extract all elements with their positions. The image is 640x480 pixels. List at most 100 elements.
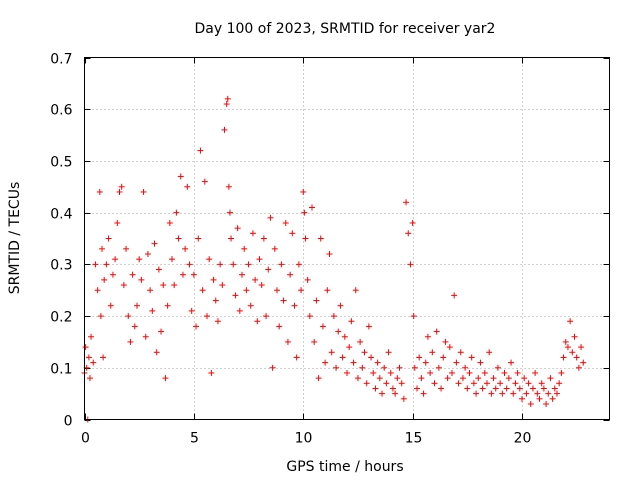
data-point <box>271 245 278 252</box>
data-point <box>226 209 233 216</box>
data-point <box>224 95 231 102</box>
data-point <box>455 380 462 387</box>
data-point <box>289 230 296 237</box>
data-point <box>410 313 417 320</box>
tick-labels: 0 0.1 0.2 0.3 0.4 0.5 0.6 0.7 0 5 10 15 20 <box>50 52 531 447</box>
data-point <box>466 369 473 376</box>
data-point <box>440 354 447 361</box>
data-point <box>302 235 309 242</box>
data-point <box>549 395 556 402</box>
data-point <box>497 380 504 387</box>
data-point <box>129 271 136 278</box>
data-point <box>414 385 420 392</box>
x-tick-label: 15 <box>405 431 423 447</box>
data-point <box>545 390 552 397</box>
data-point <box>400 395 407 402</box>
data-point <box>372 385 379 392</box>
data-point <box>451 292 458 299</box>
data-point <box>103 261 110 268</box>
data-point <box>365 323 372 330</box>
data-point <box>344 369 350 376</box>
data-point <box>337 302 344 309</box>
data-point <box>249 230 256 237</box>
data-point <box>319 323 326 330</box>
data-point <box>464 385 471 392</box>
data-point <box>494 364 501 371</box>
grid-lines <box>84 57 610 420</box>
data-point <box>208 369 215 376</box>
data-point <box>247 302 254 309</box>
data-point <box>245 261 252 268</box>
data-point <box>287 271 294 278</box>
data-point <box>527 400 534 407</box>
data-point <box>232 292 239 299</box>
data-point <box>265 266 272 273</box>
data-point <box>186 261 193 268</box>
data-point <box>556 380 563 387</box>
data-point <box>361 349 368 356</box>
data-point <box>379 390 385 397</box>
data-point <box>490 375 497 382</box>
data-point <box>182 245 189 252</box>
data-point <box>416 354 423 361</box>
data-point <box>188 307 195 314</box>
data-point <box>333 364 340 371</box>
data-point <box>175 235 182 242</box>
data-point <box>101 276 108 283</box>
data-point <box>346 344 353 351</box>
data-point <box>86 375 93 382</box>
data-point <box>352 287 359 294</box>
data-point <box>341 333 348 340</box>
data-point <box>350 359 357 366</box>
data-point <box>239 271 245 278</box>
x-tick-label: 0 <box>81 431 90 447</box>
data-point <box>411 364 418 371</box>
data-point <box>92 261 99 268</box>
data-point <box>383 380 390 387</box>
data-points <box>81 95 587 423</box>
data-point <box>580 359 587 366</box>
data-point <box>313 297 320 304</box>
data-point <box>214 318 221 325</box>
data-point <box>363 380 370 387</box>
data-point <box>274 287 280 294</box>
data-point <box>536 395 543 402</box>
data-point <box>230 261 237 268</box>
y-tick-label: 0.6 <box>50 103 72 119</box>
data-point <box>324 287 331 294</box>
data-point <box>543 400 550 407</box>
data-point <box>306 313 313 320</box>
y-tick-label: 0.5 <box>50 155 72 171</box>
data-point <box>295 261 302 268</box>
data-point <box>109 271 116 278</box>
data-point <box>228 235 235 242</box>
data-point <box>394 375 401 382</box>
data-point <box>258 282 265 289</box>
data-point <box>195 235 202 242</box>
data-point <box>359 364 366 371</box>
data-point <box>234 225 241 232</box>
data-point <box>578 344 585 351</box>
data-point <box>184 183 191 190</box>
data-point <box>169 256 175 263</box>
data-point <box>105 235 112 242</box>
data-point <box>571 333 578 340</box>
data-point <box>90 359 97 366</box>
data-point <box>473 390 480 397</box>
data-point <box>284 338 291 345</box>
data-point <box>158 328 165 335</box>
data-point <box>486 349 493 356</box>
data-point <box>519 395 525 402</box>
data-point <box>118 183 125 190</box>
data-point <box>521 375 528 382</box>
data-point <box>173 209 180 216</box>
data-point <box>212 297 219 304</box>
data-point <box>197 147 204 154</box>
data-point <box>551 385 558 392</box>
data-point <box>94 287 101 294</box>
data-point <box>374 359 381 366</box>
y-tick-label: 0.4 <box>50 207 72 223</box>
data-point <box>330 313 337 320</box>
data-point <box>166 219 173 226</box>
